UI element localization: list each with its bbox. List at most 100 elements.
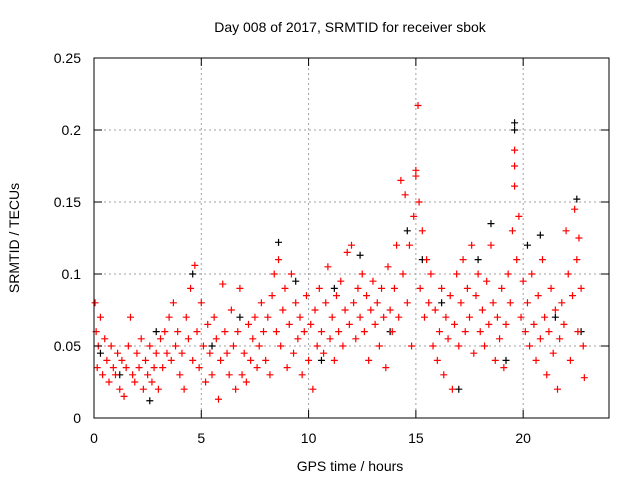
data-point-red [345,320,353,328]
data-point-red [309,385,317,393]
data-point-red [459,256,467,264]
data-point-red [356,313,364,321]
data-point-red [511,182,519,190]
data-point-red [99,371,107,379]
data-point-red [96,313,104,321]
y-tick-label: 0.05 [54,338,81,354]
data-point-red [538,256,546,264]
data-point-red [438,284,446,292]
data-point-red [146,342,154,350]
data-point-red [405,241,413,249]
data-point-red [202,378,210,386]
data-point-red [569,292,577,300]
data-point-red [455,342,463,350]
data-point-red [415,198,423,206]
data-point-red [491,356,499,364]
data-point-red [326,335,334,343]
data-point-red [240,349,248,357]
data-point-red [558,299,566,307]
data-point-red [414,102,422,110]
x-tick-label: 0 [90,430,98,446]
data-point-red [154,385,162,393]
data-point-red [560,320,568,328]
data-point-red [513,256,521,264]
data-point-red [498,284,506,292]
data-point-red [311,306,319,314]
data-point-red [302,292,310,300]
data-point-red [315,284,323,292]
data-point-red [107,342,115,350]
data-point-red [120,392,128,400]
data-point-red [328,313,336,321]
data-point-red [485,320,493,328]
data-point-red [245,320,252,328]
data-point-red [208,371,216,379]
data-point-red [296,313,304,321]
data-point-red [521,328,529,336]
data-point-red [579,342,587,350]
data-point-red [358,270,366,278]
data-point-red [365,356,373,364]
data-point-red [562,227,570,235]
data-point-red [354,284,362,292]
data-point-red [573,256,581,264]
data-point-black [551,313,559,321]
data-point-red [227,306,235,314]
data-point-red [339,342,347,350]
data-point-black [208,342,216,350]
data-point-red [313,342,321,350]
data-point-red [403,299,411,307]
data-point-red [189,356,197,364]
data-point-red [262,356,270,364]
data-point-red [468,241,476,249]
data-point-red [515,212,523,220]
data-point-red [541,313,549,321]
data-point-red [500,364,508,372]
data-point-red [382,364,390,372]
data-point-black [330,284,338,292]
data-point-red [135,364,143,372]
data-point-red [122,364,130,372]
data-point-red [242,378,250,386]
data-point-red [481,342,489,350]
data-point-red [212,335,220,343]
data-point-red [139,385,147,393]
x-tick-label: 20 [515,430,531,446]
data-point-red [386,306,394,314]
data-point-red [375,342,383,350]
data-point-red [393,241,401,249]
data-point-red [451,320,458,328]
data-point-black [438,299,446,307]
data-point-black [317,356,325,364]
data-point-red [551,306,559,314]
data-point-red [277,342,285,350]
data-point-red [283,364,291,372]
data-point-red [294,335,302,343]
plot-border [93,57,610,419]
data-point-black [511,126,519,134]
data-point-red [214,395,222,403]
data-point-red [360,328,368,336]
data-point-red [275,256,283,264]
data-point-red [444,335,452,343]
data-point-red [352,335,360,343]
data-point-red [577,284,585,292]
data-point-red [238,371,246,379]
data-point-red [580,374,588,382]
data-point-red [554,385,561,393]
data-point-red [420,313,428,321]
data-point-red [105,378,113,386]
data-point-red [388,328,396,336]
data-point-red [206,349,214,357]
data-point-red [255,342,263,350]
data-point-red [574,328,582,336]
data-point-red [148,378,156,386]
data-point-red [217,356,225,364]
chart-title: Day 008 of 2017, SRMTID for receiver sbo… [214,19,487,35]
data-point-red [478,306,486,314]
data-point-red [264,313,272,321]
data-point-black [96,349,104,357]
data-point-red [330,356,338,364]
data-point-red [530,320,538,328]
